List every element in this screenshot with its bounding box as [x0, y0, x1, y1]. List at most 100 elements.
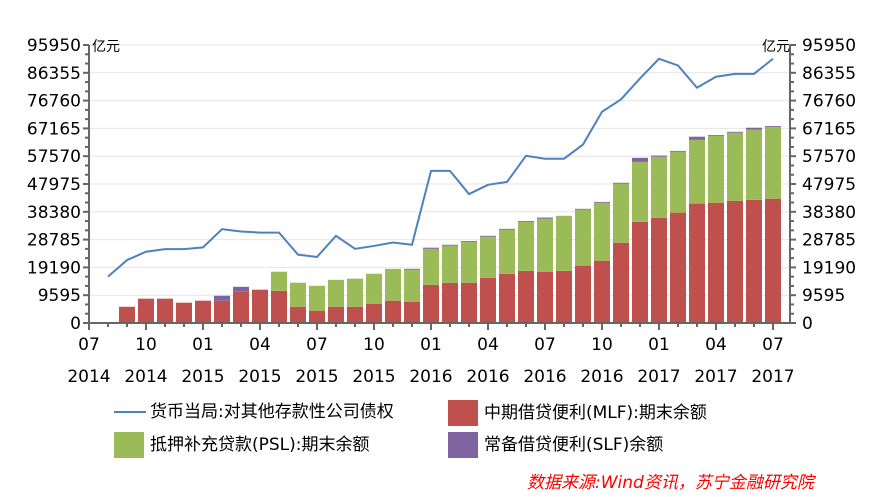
bar-psl: [385, 268, 401, 301]
bar-slf: [613, 182, 629, 184]
bar-mlf: [423, 284, 439, 323]
y-tick-label-left: 57570: [27, 147, 81, 167]
bar-slf: [442, 244, 458, 246]
bar-slf: [651, 155, 667, 157]
bar-mlf: [765, 198, 781, 323]
bar-mlf: [480, 277, 496, 323]
x-tick-label-year: 2017: [694, 367, 737, 387]
y-tick-label-right: 38380: [802, 203, 856, 223]
y-tick-label-right: 9595: [802, 286, 845, 306]
bar-mlf: [442, 282, 458, 323]
x-tick-label-year: 2017: [751, 367, 794, 387]
bar-mlf: [727, 200, 743, 323]
x-tick-label-year: 2015: [352, 367, 395, 387]
x-tick-label-year: 2014: [124, 367, 167, 387]
bar-slf: [765, 125, 781, 127]
bar-psl: [651, 156, 667, 218]
legend-label: 中期借贷便利(MLF):期末余额: [484, 403, 707, 423]
x-tick-label-month: 07: [78, 335, 100, 355]
bar-mlf: [556, 270, 572, 323]
bar-psl: [537, 218, 553, 272]
bar-mlf: [176, 302, 192, 323]
bar-mlf: [708, 202, 724, 323]
x-tick-label-year: 2015: [181, 367, 224, 387]
bar-mlf: [309, 310, 325, 323]
y-tick-label-right: 57570: [802, 147, 856, 167]
bar-psl: [575, 209, 591, 266]
bar-psl: [309, 285, 325, 311]
x-tick-label-year: 2017: [637, 367, 680, 387]
legend-label: 常备借贷便利(SLF)余额: [484, 435, 664, 455]
bar-psl: [746, 129, 762, 200]
y-unit-left: 亿元: [92, 39, 120, 55]
x-tick-label-month: 04: [705, 335, 727, 355]
bar-slf: [670, 150, 686, 152]
bar-slf: [746, 127, 762, 130]
bar-slf: [727, 131, 743, 133]
x-tick-label-month: 10: [591, 335, 613, 355]
bar-slf: [480, 235, 496, 237]
bar-psl: [499, 229, 515, 274]
bar-mlf: [461, 282, 477, 323]
legend-label: 抵押补充贷款(PSL):期末余额: [150, 435, 370, 455]
bar-mlf: [594, 260, 610, 323]
legend-slf-swatch: [448, 432, 478, 458]
bar-slf: [404, 268, 420, 270]
x-tick-label-month: 07: [306, 335, 328, 355]
bar-slf: [575, 208, 591, 210]
bar-psl: [423, 248, 439, 285]
bar-mlf: [290, 306, 306, 323]
bar-slf: [233, 286, 249, 292]
y-tick-label-left: 86355: [27, 64, 81, 84]
source-note: 数据来源:Wind资讯，苏宁金融研究院: [527, 473, 814, 493]
bar-mlf: [195, 300, 211, 323]
x-tick-label-month: 04: [477, 335, 499, 355]
series-line: [107, 57, 774, 278]
y-unit-right: 亿元: [762, 39, 790, 55]
bar-slf: [518, 221, 534, 222]
x-tick-label-month: 07: [762, 335, 784, 355]
bar-mlf: [366, 303, 382, 323]
bar-mlf: [537, 271, 553, 323]
bar-psl: [670, 151, 686, 213]
bar-mlf: [328, 306, 344, 323]
y-tick-label-right: 19190: [802, 258, 856, 278]
y-tick-label-left: 19190: [27, 258, 81, 278]
bar-slf: [423, 247, 439, 249]
x-tick-label-month: 10: [135, 335, 157, 355]
x-tick-label-year: 2016: [580, 367, 623, 387]
bar-psl: [366, 273, 382, 304]
legend-mlf-swatch: [448, 400, 478, 426]
bar-psl: [708, 135, 724, 203]
bar-psl: [404, 269, 420, 302]
bar-slf: [632, 157, 648, 162]
bar-psl: [290, 282, 306, 307]
y-tick-label-right: 86355: [802, 64, 856, 84]
bar-mlf: [632, 221, 648, 323]
bar-psl: [461, 241, 477, 283]
bar-psl: [613, 183, 629, 243]
bar-psl: [765, 126, 781, 199]
chart: 0 0 9595 9595 19190 19190 28785 28785 38380 38380…: [27, 36, 856, 387]
bar-slf: [708, 134, 724, 136]
legend-line-swatch: [114, 411, 146, 413]
x-tick-label-year: 2016: [523, 367, 566, 387]
bar-mlf: [214, 300, 230, 323]
bar-mlf: [347, 306, 363, 323]
bar-mlf: [271, 290, 287, 323]
bar-psl: [328, 279, 344, 307]
bar-psl: [689, 139, 705, 204]
x-tick-label-month: 07: [534, 335, 556, 355]
bar-slf: [537, 217, 553, 219]
y-tick-label-right: 47975: [802, 175, 856, 195]
bar-mlf: [651, 217, 667, 323]
x-tick-label-month: 01: [192, 335, 214, 355]
bar-psl: [271, 271, 287, 291]
x-tick-label-month: 10: [363, 335, 385, 355]
y-tick-label-right: 95950: [802, 36, 856, 56]
bar-mlf: [499, 273, 515, 323]
bar-mlf: [746, 199, 762, 323]
bar-mlf: [138, 298, 154, 323]
x-tick-label-year: 2015: [238, 367, 281, 387]
bar-mlf: [404, 301, 420, 323]
